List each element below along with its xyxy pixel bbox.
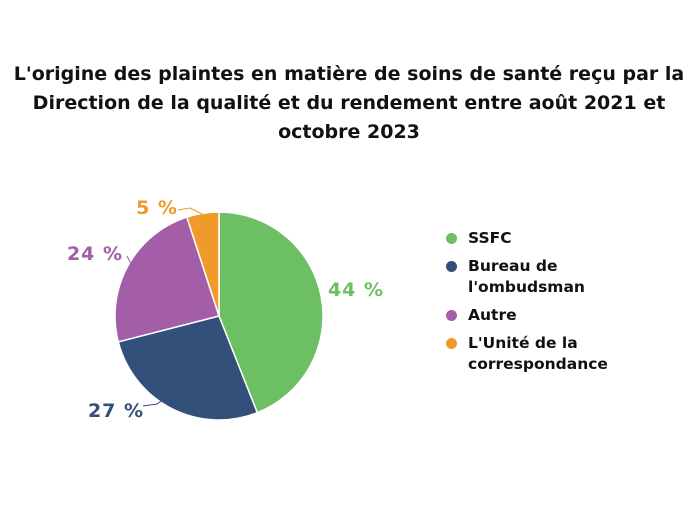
chart-title-line-3: octobre 2023 bbox=[278, 121, 420, 143]
data-label-unite-correspondance: 5 % bbox=[136, 197, 178, 219]
legend-item-bureau-ombudsman: Bureau de l'ombudsman bbox=[446, 256, 686, 298]
legend-item-ssfc: SSFC bbox=[446, 228, 686, 249]
pie-slice-unite-correspondance bbox=[185, 211, 220, 317]
legend-label-bureau-ombudsman-line-1: Bureau de bbox=[468, 257, 558, 275]
pie-slice-autre bbox=[114, 216, 220, 343]
legend-swatch-bureau-ombudsman bbox=[446, 261, 457, 272]
chart-title-line-1: L'origine des plaintes en matière de soi… bbox=[13, 63, 685, 85]
legend-label-ssfc: SSFC bbox=[468, 229, 512, 247]
legend-swatch-unite-correspondance bbox=[446, 338, 457, 349]
legend-item-autre: Autre bbox=[446, 305, 686, 326]
legend-label-bureau-ombudsman-line-2: l'ombudsman bbox=[468, 278, 585, 296]
legend: SSFC Bureau de l'ombudsman Autre L'Unité… bbox=[446, 228, 686, 382]
data-label-ssfc: 44 % bbox=[328, 279, 384, 301]
legend-item-unite-correspondance: L'Unité de la correspondance bbox=[446, 333, 686, 375]
chart-title-line-2: Direction de la qualité et du rendement … bbox=[32, 92, 666, 114]
leader-line-bureau-ombudsman bbox=[142, 392, 173, 407]
legend-swatch-ssfc bbox=[446, 233, 457, 244]
data-label-bureau-ombudsman: 27 % bbox=[88, 400, 144, 422]
legend-label-unite-correspondance-line-2: correspondance bbox=[468, 355, 608, 373]
data-label-autre: 24 % bbox=[67, 243, 123, 265]
legend-swatch-autre bbox=[446, 310, 457, 321]
leader-line-autre bbox=[126, 255, 135, 267]
chart-title: L'origine des plaintes en matière de soi… bbox=[0, 60, 698, 147]
pie-slice-bureau-ombudsman bbox=[117, 315, 259, 421]
leader-line-unite-correspondance bbox=[177, 207, 203, 215]
pie-slice-ssfc bbox=[218, 211, 324, 414]
legend-label-unite-correspondance-line-1: L'Unité de la bbox=[468, 334, 578, 352]
legend-label-autre: Autre bbox=[468, 306, 517, 324]
